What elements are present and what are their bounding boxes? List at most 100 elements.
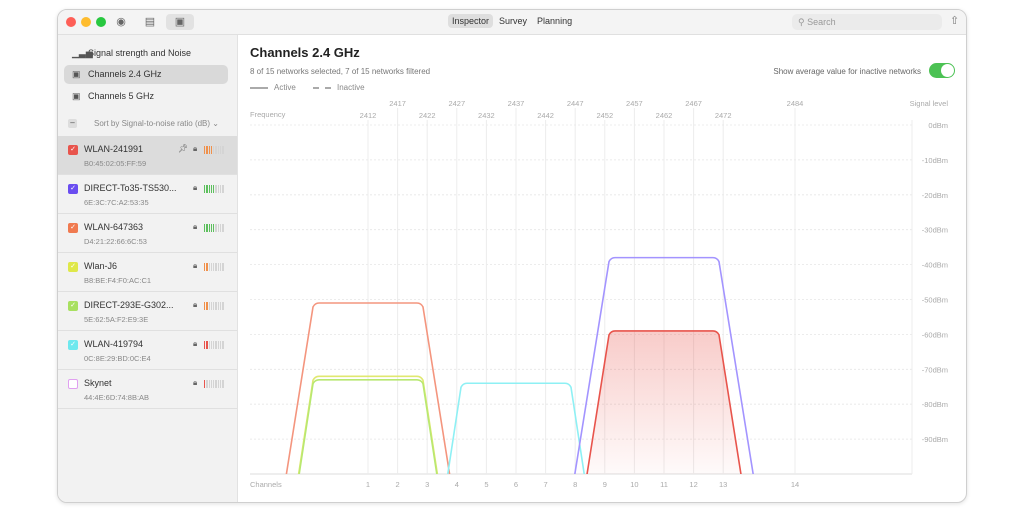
signal-bar: [215, 302, 217, 310]
signal-bar: [206, 146, 208, 154]
network-checkbox[interactable]: ✓: [68, 184, 78, 194]
signal-bar: [213, 185, 215, 193]
share-icon[interactable]: ⇧: [950, 15, 960, 27]
signal-bar: [220, 341, 222, 349]
signal-bar: [222, 380, 224, 388]
signal-bar: [204, 224, 206, 232]
solid-line-icon: [250, 86, 268, 89]
signal-strength-meter: [204, 224, 224, 232]
network-checkbox[interactable]: [68, 379, 78, 389]
signal-bar: [222, 302, 224, 310]
signal-bar: [215, 224, 217, 232]
signal-strength-meter: [204, 146, 224, 154]
signal-bar: [208, 263, 210, 271]
signal-bar: [206, 380, 208, 388]
select-all-checkbox[interactable]: –: [68, 119, 77, 128]
sidebar-item-channels-5[interactable]: ▣ Channels 5 GHz: [64, 87, 228, 106]
network-checkbox[interactable]: ✓: [68, 262, 78, 272]
signal-bar: [204, 341, 206, 349]
close-window-button[interactable]: [66, 17, 76, 27]
legend-label: Active: [274, 83, 296, 92]
sort-label[interactable]: Sort by Signal-to-noise ratio (dB) ⌄: [94, 119, 219, 128]
network-row[interactable]: ✓ DIRECT-To35-TS530... 6E:3C:7C:A2:53:35 🔒︎: [58, 175, 237, 214]
sidebar-item-channels-24[interactable]: ▣ Channels 2.4 GHz: [64, 65, 228, 84]
bar-chart-icon: ▁▃▅: [72, 48, 93, 58]
minimize-window-button[interactable]: [81, 17, 91, 27]
network-mac: 6E:3C:7C:A2:53:35: [84, 198, 149, 207]
signal-bar: [213, 146, 215, 154]
signal-bar: [220, 146, 222, 154]
toggle-label: Show average value for inactive networks: [773, 67, 921, 76]
network-checkbox[interactable]: ✓: [68, 145, 78, 155]
channel-view-icon[interactable]: ▣: [166, 14, 194, 30]
search-placeholder: Search: [807, 17, 836, 27]
lock-icon: 🔒︎: [193, 261, 198, 270]
signal-bar: [215, 380, 217, 388]
signal-bar: [208, 224, 210, 232]
network-row[interactable]: ✓ DIRECT-293E-G302... 5E:62:5A:F2:E9:3E 🔒︎: [58, 292, 237, 331]
signal-strength-meter: [204, 263, 224, 271]
signal-bar: [213, 224, 215, 232]
signal-bar: [206, 302, 208, 310]
signal-bar: [217, 341, 220, 349]
view-segmented-control: Inspector Survey Planning: [448, 14, 576, 28]
signal-bar: [204, 263, 206, 271]
network-checkbox[interactable]: ✓: [68, 301, 78, 311]
network-row[interactable]: ✓ WLAN-647363 D4:21:22:66:6C:53 🔒︎: [58, 214, 237, 253]
signal-bar: [204, 302, 206, 310]
search-icon: ⚲: [798, 17, 805, 27]
channel-icon: ▣: [72, 91, 81, 101]
signal-bar: [222, 263, 224, 271]
network-checkbox[interactable]: ✓: [68, 340, 78, 350]
sidebar-item-label: Channels 2.4 GHz: [88, 69, 162, 79]
signal-bar: [210, 224, 213, 232]
network-row[interactable]: ✓ WLAN-419794 0C:8E:29:BD:0C:E4 🔒︎: [58, 331, 237, 370]
signal-bar: [213, 341, 215, 349]
tab-planning[interactable]: Planning: [537, 16, 573, 26]
sidebar-item-signal-noise[interactable]: ▁▃▅ Signal strength and Noise: [64, 44, 228, 63]
toolbar: ◉ ▤ ▣ Inspector Survey Planning ⚲ Search…: [58, 10, 966, 35]
signal-bar: [222, 185, 224, 193]
network-row[interactable]: ✓ WLAN-241991 B0:45:02:05:FF:59 📌︎ 🔒︎: [58, 136, 237, 175]
signal-strength-meter: [204, 185, 224, 193]
network-mac: D4:21:22:66:6C:53: [84, 237, 147, 246]
signal-bar: [215, 146, 217, 154]
network-mac: 5E:62:5A:F2:E9:3E: [84, 315, 149, 324]
signal-bar: [206, 263, 208, 271]
sidebar: ▁▃▅ Signal strength and Noise ▣ Channels 2…: [58, 35, 238, 502]
legend-label: Inactive: [337, 83, 365, 92]
network-row[interactable]: ✓ Wlan-J6 B8:BE:F4:F0:AC:C1 🔒︎: [58, 253, 237, 292]
pin-icon[interactable]: 📌︎: [178, 144, 189, 153]
table-view-icon[interactable]: ▤: [144, 16, 156, 28]
page-title: Channels 2.4 GHz: [250, 45, 360, 60]
signal-bar: [210, 302, 213, 310]
network-name: Skynet: [84, 378, 112, 388]
sidebar-item-label: Channels 5 GHz: [88, 91, 155, 101]
signal-bar: [220, 185, 222, 193]
network-mac: B8:BE:F4:F0:AC:C1: [84, 276, 152, 285]
signal-bar: [217, 302, 220, 310]
signal-bar: [204, 380, 206, 388]
signal-bar: [204, 185, 206, 193]
lock-icon: 🔒︎: [193, 300, 198, 309]
lock-icon: 🔒︎: [193, 144, 198, 153]
signal-strength-meter: [204, 380, 224, 388]
signal-bar: [217, 224, 220, 232]
network-checkbox[interactable]: ✓: [68, 223, 78, 233]
network-name: WLAN-241991: [84, 144, 144, 154]
stop-icon[interactable]: ◉: [116, 16, 126, 28]
tab-inspector[interactable]: Inspector: [448, 14, 494, 28]
signal-strength-meter: [204, 341, 224, 349]
average-inactive-toggle[interactable]: [929, 63, 955, 78]
signal-bar: [217, 146, 220, 154]
tab-survey[interactable]: Survey: [499, 16, 528, 26]
signal-bar: [206, 224, 208, 232]
signal-bar: [213, 263, 215, 271]
toggle-knob: [941, 64, 954, 77]
signal-bar: [210, 263, 213, 271]
zoom-window-button[interactable]: [96, 17, 106, 27]
network-name: DIRECT-293E-G302...: [84, 300, 174, 310]
search-input[interactable]: ⚲ Search: [792, 14, 942, 30]
network-row[interactable]: Skynet 44:4E:6D:74:8B:AB 🔒︎: [58, 370, 237, 409]
app-window: ◉ ▤ ▣ Inspector Survey Planning ⚲ Search…: [57, 9, 967, 503]
